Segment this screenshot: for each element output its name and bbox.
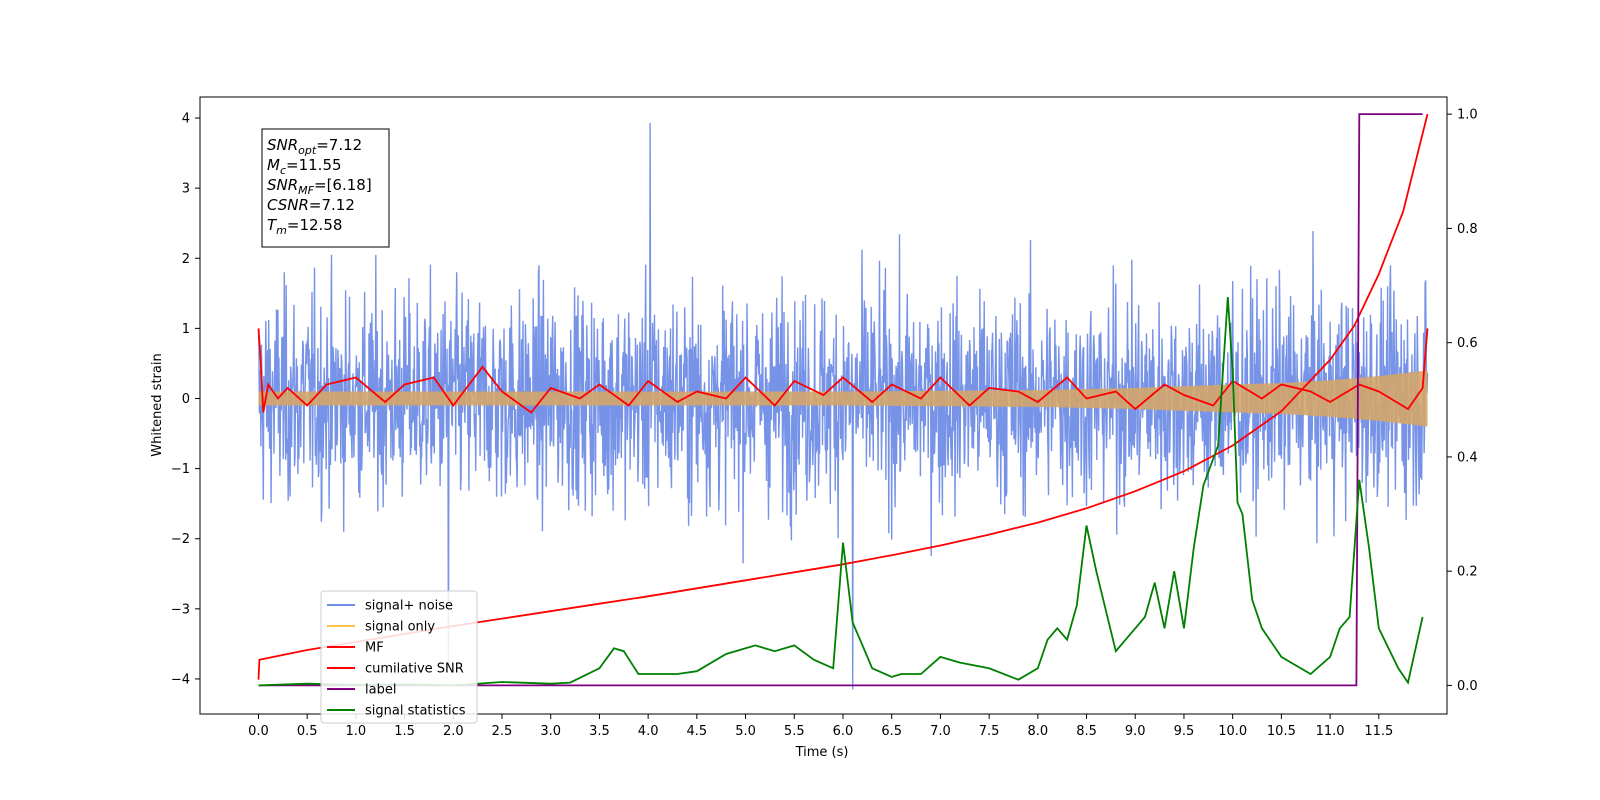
x-tick-label: 1.5 <box>394 724 415 739</box>
x-tick-label: 6.0 <box>833 724 854 739</box>
series-signal-only-band <box>258 370 1428 427</box>
x-tick-label: 1.0 <box>346 724 367 739</box>
x-tick-label: 11.5 <box>1364 724 1393 739</box>
y-left-tick-label: −3 <box>171 602 190 617</box>
y-left-tick-label: 0 <box>182 392 190 407</box>
x-tick-label: 0.0 <box>248 724 269 739</box>
annotation-line: Mc=11.55 <box>267 156 342 177</box>
y-left-tick-label: 1 <box>182 322 190 337</box>
y-left-tick-label: −4 <box>171 672 190 687</box>
y-axis-right: 0.0 0.2 0.4 0.6 0.8 1.0 <box>1447 108 1478 694</box>
x-tick-label: 10.0 <box>1218 724 1247 739</box>
legend-entry-label: MF <box>365 641 384 656</box>
y-left-tick-label: 4 <box>182 112 190 127</box>
x-tick-label: 0.5 <box>297 724 318 739</box>
x-tick-label: 3.0 <box>540 724 561 739</box>
legend-box <box>320 590 478 724</box>
y-right-tick-label: 1.0 <box>1457 108 1478 123</box>
x-tick-label: 11.0 <box>1316 724 1345 739</box>
x-tick-label: 10.5 <box>1267 724 1296 739</box>
y-right-tick-label: 0.6 <box>1457 336 1478 351</box>
y-axis-left: −4 −3 −2 −1 0 1 2 3 4 <box>171 112 200 687</box>
annotation-line: SNRopt=7.12 <box>267 136 362 157</box>
series-signal-noise-line <box>257 122 1429 690</box>
x-tick-label: 5.0 <box>735 724 756 739</box>
x-tick-label: 6.5 <box>881 724 902 739</box>
series-mf-line <box>257 328 1429 414</box>
y-right-tick-label: 0.2 <box>1457 565 1478 580</box>
y-right-tick-label: 0.0 <box>1457 679 1478 694</box>
legend-entry-label: cumilative SNR <box>365 662 464 677</box>
x-tick-label: 8.0 <box>1027 724 1048 739</box>
x-tick-label: 5.5 <box>784 724 805 739</box>
y-left-tick-label: −2 <box>171 532 190 547</box>
x-tick-label: 9.5 <box>1174 724 1195 739</box>
x-axis-label: Time (s) <box>795 745 849 760</box>
stats-annotation-box: SNRopt=7.12Mc=11.55SNRMF=[6.18]CSNR=7.12… <box>261 128 390 248</box>
x-tick-label: 9.0 <box>1125 724 1146 739</box>
legend-entry-label: signal only <box>365 620 435 635</box>
y-left-tick-label: −1 <box>171 462 190 477</box>
legend-entry-label: signal+ noise <box>365 599 453 614</box>
series-label-line <box>258 113 1423 687</box>
x-tick-label: 2.5 <box>492 724 513 739</box>
x-tick-label: 8.5 <box>1076 724 1097 739</box>
legend: signal+ noise signal only MF cumilative SNR… <box>320 590 478 724</box>
x-axis: 0.0 0.5 1.0 1.5 2.0 2.5 3.0 3.5 4.0 4.5 5.0 5.5 6.0 6… <box>248 714 1393 739</box>
annotation-line: SNRMF=[6.18] <box>267 176 372 197</box>
y-axis-label: Whitened strain <box>150 353 165 456</box>
y-left-tick-label: 2 <box>182 252 190 267</box>
x-tick-label: 7.5 <box>979 724 1000 739</box>
y-left-tick-label: 3 <box>182 182 190 197</box>
x-tick-label: 4.0 <box>638 724 659 739</box>
y-right-tick-label: 0.8 <box>1457 222 1478 237</box>
legend-entry-label: label <box>365 683 396 698</box>
x-tick-label: 3.5 <box>589 724 610 739</box>
series-signal-statistics-line <box>258 296 1424 687</box>
x-tick-label: 7.0 <box>930 724 951 739</box>
annotation-box-frame <box>261 128 390 248</box>
y-right-tick-label: 0.4 <box>1457 450 1478 465</box>
annotation-line: CSNR=7.12 <box>267 196 355 214</box>
legend-entry-label: signal statistics <box>365 704 466 719</box>
annotation-line: Tm=12.58 <box>267 216 342 237</box>
axes-frame <box>199 96 1448 715</box>
x-tick-label: 2.0 <box>443 724 464 739</box>
x-tick-label: 4.5 <box>687 724 708 739</box>
